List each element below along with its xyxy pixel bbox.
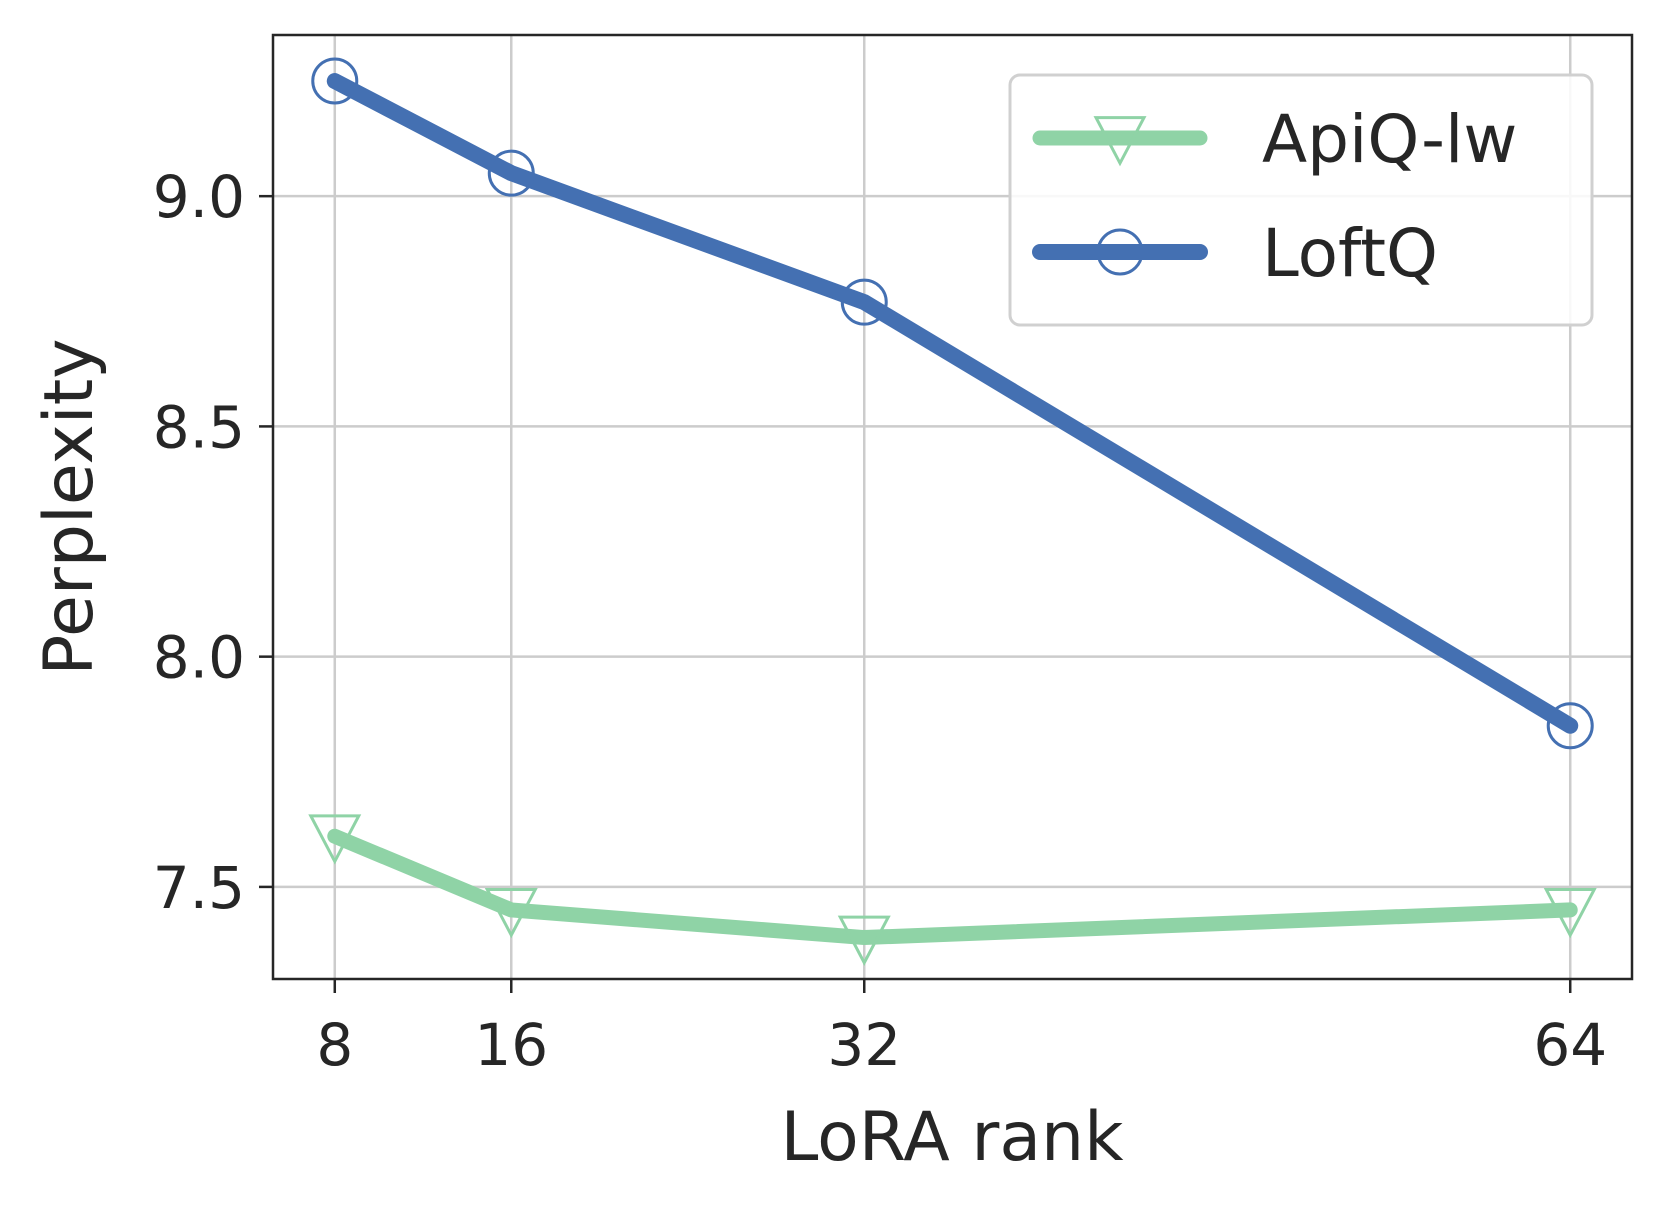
series-group: [308, 57, 1597, 966]
apiq-lw-data-point: [1543, 888, 1597, 939]
apiq-lw-data-point: [837, 915, 891, 966]
plot-frame: [271, 33, 1634, 981]
y-tick-label: 8.0: [153, 624, 245, 692]
y-tick-label: 9.0: [153, 163, 245, 231]
legend: ApiQ-lw LoftQ: [1008, 73, 1594, 327]
x-tick-label: 32: [827, 1011, 901, 1079]
loftq-legend-marker: [1096, 228, 1144, 276]
loftq-data-point: [311, 57, 359, 105]
loftq-legend-label: LoftQ: [1262, 215, 1438, 292]
tick-group: 8 16 32 64 7.5 8.0 8.5 9.0: [153, 163, 1607, 1079]
loftq-data-point: [1546, 702, 1594, 750]
x-tick-label: 8: [316, 1011, 353, 1079]
apiq-lw-legend-label: ApiQ-lw: [1262, 101, 1517, 178]
y-tick-label: 8.5: [153, 393, 245, 461]
loftq-data-point: [840, 278, 888, 326]
y-axis-label: Perplexity: [30, 338, 109, 675]
apiq-lw-data-point: [308, 814, 362, 865]
x-tick-label: 64: [1533, 1011, 1607, 1079]
apiq-lw-data-point: [484, 888, 538, 939]
y-tick-label: 7.5: [153, 854, 245, 922]
loftq-series-line: [326, 73, 1579, 734]
x-axis-label: LoRA rank: [780, 1098, 1124, 1177]
loftq-data-point: [487, 149, 535, 197]
apiq-lw-series-line: [327, 828, 1578, 946]
apiq-lw-legend-marker: [1093, 116, 1147, 167]
x-tick-label: 16: [474, 1011, 548, 1079]
